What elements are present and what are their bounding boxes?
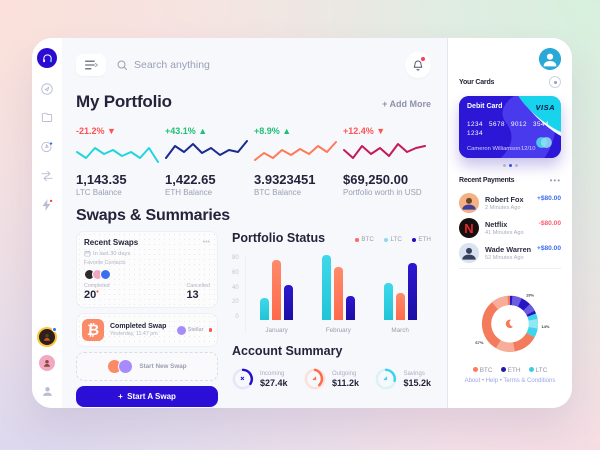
- svg-text:14%: 14%: [541, 324, 549, 329]
- svg-text:67%: 67%: [475, 340, 483, 345]
- svg-text:19%: 19%: [526, 292, 534, 297]
